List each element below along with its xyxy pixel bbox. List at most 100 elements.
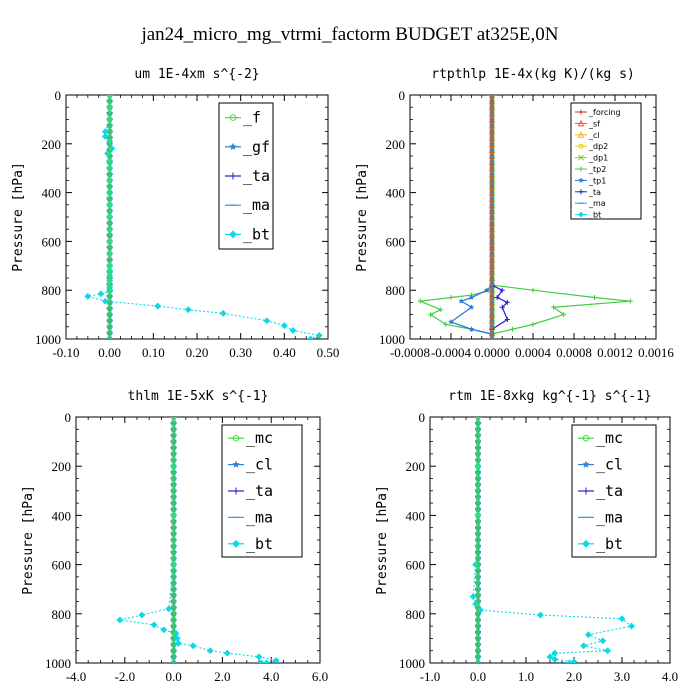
x-tick-label: 0.0 [165, 669, 181, 684]
y-tick-label: 1000 [45, 656, 71, 671]
x-tick-label: 0.0016 [638, 345, 674, 360]
x-tick-label: 6.0 [312, 669, 328, 684]
legend-item-f: _f [225, 109, 261, 127]
legend-label: _gf [243, 138, 270, 156]
series-marker [255, 653, 263, 661]
y-tick-label: 600 [406, 558, 426, 573]
y-axis-label: Pressure [hPa] [355, 162, 370, 272]
legend-marker [232, 539, 240, 548]
y-tick-label: 200 [42, 137, 62, 152]
series-line [87, 95, 322, 339]
legend-label: _ma [588, 199, 606, 208]
x-tick-label: 0.0 [470, 669, 486, 684]
chart-panel-4: rtm 1E-8xkg kg^{-1} s^{-1} Pressure [hPa]… [375, 389, 678, 684]
series-marker [468, 326, 475, 332]
chart-panel-2: rtpthlp 1E-4x(kg K)/(kg s) Pressure [hPa]… [355, 67, 674, 360]
y-tick-label: 0 [419, 410, 426, 425]
legend-label: _bt [246, 535, 273, 553]
series-marker [584, 631, 592, 639]
plot-area [417, 95, 633, 339]
legend-item-mc: _mc [578, 429, 623, 447]
legend-item-bt: _bt [575, 211, 601, 220]
x-tick-label: 2.0 [214, 669, 230, 684]
legend-label: _mc [596, 429, 623, 447]
series-marker [551, 655, 559, 663]
x-tick-label: -0.0008 [390, 345, 430, 360]
series-marker [468, 294, 475, 300]
series-marker [84, 292, 92, 300]
y-tick-label: 1000 [399, 656, 425, 671]
series-marker [499, 287, 505, 293]
series-marker [289, 327, 297, 334]
chart-panels: um 1E-4xm s^{-2}Pressure [hPa]-0.10 0.00 0… [11, 67, 678, 684]
chart-panel-1: um 1E-4xm s^{-2} Pressure [hPa] -0.10 0.00 0… [11, 67, 339, 360]
x-tick-label: -0.10 [52, 345, 79, 360]
legend-item-bt: _bt [578, 535, 623, 553]
legend-marker [578, 177, 584, 183]
series-marker [97, 290, 105, 298]
legend-marker [582, 539, 590, 548]
legend-label: _forcing [588, 108, 621, 117]
y-tick-label: 400 [42, 186, 62, 201]
x-tick-label: 0.0000 [474, 345, 510, 360]
legend-marker [582, 434, 590, 442]
legend-marker [578, 109, 584, 115]
legend-label: _ta [246, 482, 273, 500]
series-marker [628, 622, 636, 630]
y-tick-label: 800 [42, 283, 62, 298]
legend-item-ma: _ma [228, 508, 273, 526]
legend-marker [232, 487, 240, 495]
legend-label: _cl [246, 456, 273, 474]
legend-item-gf: _gf [225, 138, 270, 156]
x-tick-label: 0.0004 [515, 345, 551, 360]
legend: _mc _cl _ta _ma _bt [571, 424, 657, 558]
series-marker [448, 318, 454, 325]
legend-marker [232, 460, 240, 468]
legend-item-cl: _cl [228, 456, 273, 474]
legend-marker [229, 114, 237, 121]
series-marker [101, 133, 109, 140]
legend: _mc _cl _ta _ma _bt [221, 424, 303, 558]
legend-label: _cl [596, 456, 623, 474]
legend: _f _gf _ta _ma _bt [218, 102, 274, 250]
series-bt [84, 95, 323, 339]
y-tick-label: 600 [42, 234, 62, 249]
y-tick-label: 400 [406, 508, 426, 523]
y-tick-label: 200 [386, 137, 406, 152]
legend-item-ta: _ta [575, 188, 601, 197]
series-marker [604, 647, 612, 655]
y-tick-label: 0 [65, 410, 72, 425]
series-marker [307, 335, 314, 339]
legend-box [570, 102, 642, 220]
x-tick-label: 0.00 [98, 345, 121, 360]
plot-area [84, 95, 323, 339]
series-marker [458, 298, 465, 304]
x-tick-label: 0.0008 [556, 345, 592, 360]
y-tick-label: 800 [386, 283, 406, 298]
series-marker [484, 287, 490, 293]
figure-title: jan24_micro_mg_vtrmi_factorm BUDGET at32… [140, 24, 558, 45]
series-marker [565, 659, 573, 663]
y-axis-label: Pressure [hPa] [11, 162, 26, 272]
y-tick-label: 600 [52, 558, 72, 573]
y-axis-label: Pressure [hPa] [21, 485, 36, 595]
series-marker [206, 647, 214, 655]
series-marker [530, 321, 536, 327]
series-line [449, 95, 493, 339]
x-tick-label: -0.0004 [431, 345, 472, 360]
legend-item-dp2: _dp2 [575, 142, 608, 151]
chart-panel-3: thlm 1E-5xK s^{-1} Pressure [hPa] -4.0 -2.0… [21, 389, 328, 684]
series-marker [627, 298, 633, 304]
legend-marker [578, 154, 584, 161]
legend-marker [229, 142, 237, 151]
series-marker [530, 287, 536, 293]
y-tick-label: 200 [52, 459, 72, 474]
series-marker [561, 312, 567, 318]
plot-area [469, 417, 636, 663]
series-marker [223, 649, 231, 657]
x-tick-label: 0.30 [229, 345, 252, 360]
legend-marker [582, 460, 590, 468]
series-line [417, 95, 631, 339]
legend-label: _f [243, 109, 261, 127]
series-marker [258, 659, 265, 663]
